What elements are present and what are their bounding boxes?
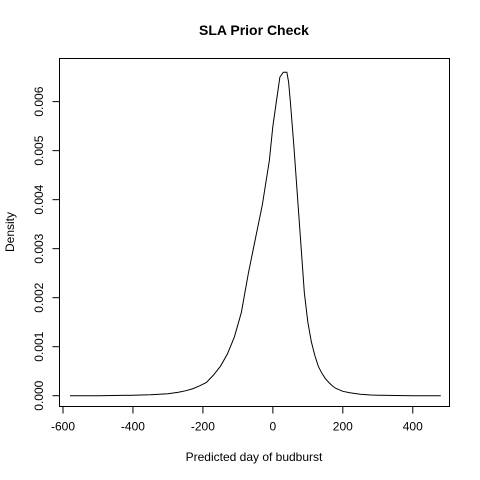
plot-frame xyxy=(59,58,450,407)
x-axis-label: Predicted day of budburst xyxy=(186,450,323,464)
y-tick-label: 0.002 xyxy=(32,282,46,312)
x-tick-label: 400 xyxy=(403,420,423,434)
y-tick-label: 0.001 xyxy=(32,331,46,361)
y-axis: 0.000 0.001 0.002 0.003 0.004 0.005 0.006 xyxy=(32,86,60,411)
x-tick-label: -600 xyxy=(51,420,75,434)
x-tick-label: 0 xyxy=(270,420,277,434)
x-axis: -600 -400 -200 0 200 400 xyxy=(51,406,423,434)
x-tick-label: 200 xyxy=(333,420,353,434)
density-curve-series xyxy=(69,71,441,397)
x-tick-label: -200 xyxy=(191,420,215,434)
chart-title: SLA Prior Check xyxy=(199,22,309,38)
y-tick-label: 0.004 xyxy=(32,184,46,214)
y-tick-label: 0.000 xyxy=(32,380,46,410)
y-tick-label: 0.005 xyxy=(32,135,46,165)
y-tick-label: 0.006 xyxy=(32,86,46,116)
y-axis-label: Density xyxy=(3,212,17,252)
x-tick-label: -400 xyxy=(121,420,145,434)
y-tick-label: 0.003 xyxy=(32,233,46,263)
